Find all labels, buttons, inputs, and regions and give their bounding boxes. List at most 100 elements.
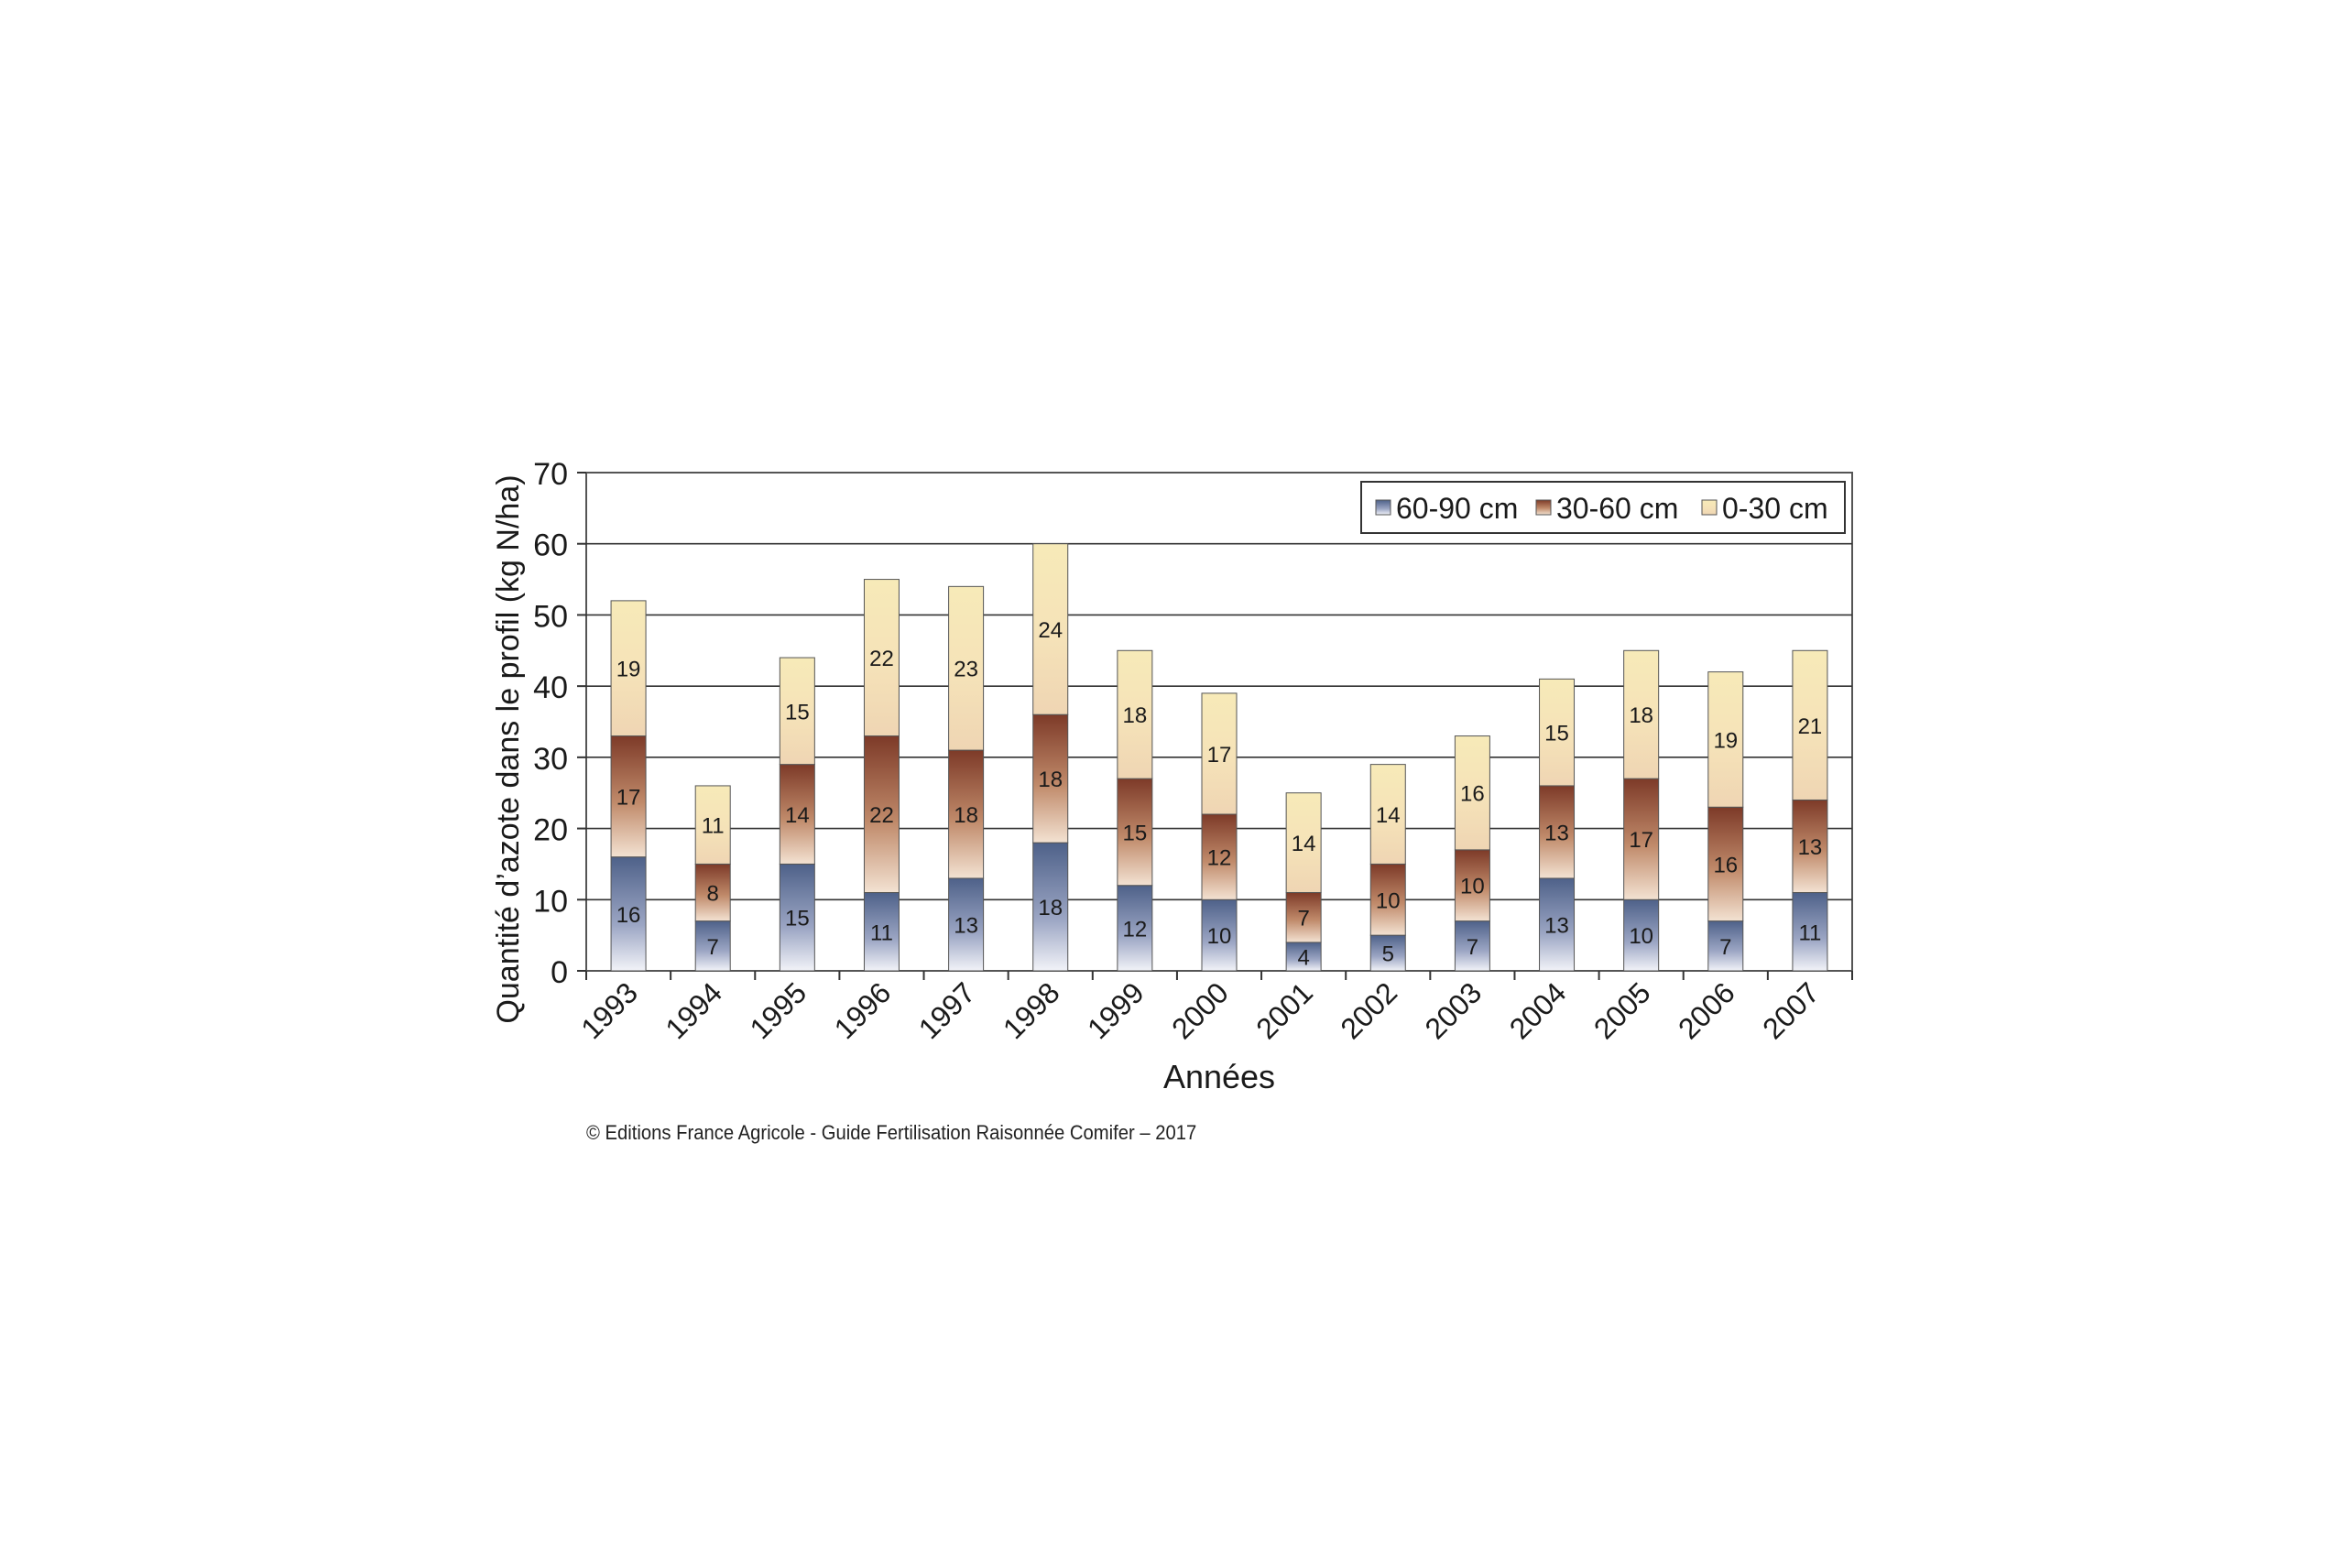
x-axis-title: Années [1163, 1058, 1275, 1095]
bar-segment [610, 600, 647, 737]
bar-value-label: 17 [1207, 743, 1232, 768]
bar-value-label: 19 [1713, 728, 1738, 753]
bar-segment [1707, 806, 1744, 922]
bar-value-label: 16 [616, 903, 641, 928]
bar-value-label: 23 [954, 658, 978, 682]
bar-segment [1792, 892, 1828, 972]
y-tick-label: 20 [533, 813, 568, 848]
bar-value-label: 11 [870, 920, 893, 945]
bar-value-label: 22 [869, 803, 894, 828]
bar-segment [1285, 942, 1322, 972]
bar-value-label: 18 [1038, 768, 1063, 792]
bar-segment [863, 579, 900, 737]
bar-value-label: 8 [707, 882, 719, 907]
bar-segment [1117, 649, 1153, 779]
bar-value-label: 11 [1798, 920, 1821, 945]
y-tick-label: 10 [533, 884, 568, 919]
bar-value-label: 10 [1376, 888, 1401, 913]
bar-segment [1032, 713, 1069, 844]
bar-segment [1369, 764, 1406, 865]
x-tick-label: 2003 [1419, 975, 1489, 1045]
bar-value-label: 15 [785, 907, 810, 931]
x-tick-label: 1995 [743, 975, 813, 1045]
bar-segment [1032, 842, 1069, 972]
bar-value-label: 14 [1376, 803, 1401, 828]
bar-segment [1201, 692, 1238, 815]
bar-value-label: 14 [1292, 832, 1316, 856]
bar-value-label: 13 [1544, 913, 1569, 938]
bar-segment [610, 735, 647, 858]
bar-segment [779, 657, 815, 766]
bar-segment [779, 764, 815, 865]
bar-value-label: 4 [1297, 945, 1309, 970]
bar-value-label: 5 [1382, 942, 1394, 967]
y-tick-label: 40 [533, 670, 568, 705]
x-tick-label: 2001 [1249, 975, 1319, 1045]
bar-value-label: 17 [1629, 828, 1653, 853]
y-tick-label: 30 [533, 742, 568, 777]
x-tick-label: 1998 [997, 975, 1066, 1045]
legend-label: 30-60 cm [1556, 492, 1678, 525]
y-axis-title: Quantité d’azote dans le profil (kg N/ha… [491, 474, 526, 1023]
legend-label: 60-90 cm [1396, 492, 1518, 525]
bar-value-label: 22 [869, 647, 894, 671]
bar-value-label: 19 [616, 658, 641, 682]
bar-value-label: 16 [1713, 853, 1738, 877]
y-tick-label: 0 [551, 955, 568, 990]
x-tick-label: 1997 [912, 975, 982, 1045]
bar-segment [1623, 778, 1660, 900]
bar-value-label: 7 [1467, 935, 1478, 960]
bar-segment [1117, 885, 1153, 972]
bar-segment [694, 863, 731, 922]
bar-value-label: 18 [1123, 703, 1148, 728]
x-tick-label: 2002 [1334, 975, 1403, 1045]
bar-segment [779, 863, 815, 972]
x-tick-label: 2004 [1503, 975, 1573, 1045]
legend-swatch [1375, 499, 1391, 516]
copyright-credit: © Editions France Agricole - Guide Ferti… [586, 1121, 1197, 1144]
bar-segment [1454, 849, 1490, 922]
bar-segment [948, 749, 985, 879]
bar-segment [863, 735, 900, 894]
bar-value-label: 24 [1038, 618, 1063, 643]
bar-value-label: 7 [1719, 935, 1731, 960]
bar-segment [1707, 671, 1744, 808]
bar-value-label: 13 [1544, 821, 1569, 845]
x-tick-label: 2000 [1165, 975, 1235, 1045]
bar-value-label: 7 [1297, 907, 1309, 931]
legend-label: 0-30 cm [1722, 492, 1828, 525]
bar-segment [1369, 934, 1406, 972]
bar-segment [694, 920, 731, 972]
bar-segment [694, 785, 731, 865]
bar-value-label: 13 [1798, 835, 1823, 860]
bar-segment [1285, 792, 1322, 894]
x-tick-label: 2005 [1587, 975, 1657, 1045]
bar-segment [1539, 678, 1576, 787]
bar-value-label: 12 [1207, 846, 1232, 871]
bar-value-label: 15 [785, 700, 810, 724]
bar-value-label: 17 [616, 786, 641, 811]
legend-swatch [1701, 499, 1718, 516]
bar-value-label: 7 [707, 935, 719, 960]
x-tick-label: 1999 [1081, 975, 1151, 1045]
x-tick-label: 1994 [659, 975, 728, 1045]
y-tick-label: 70 [533, 457, 568, 492]
bar-value-label: 11 [702, 814, 725, 839]
y-tick-label: 50 [533, 599, 568, 634]
legend-box [1360, 481, 1846, 534]
y-tick-label: 60 [533, 528, 568, 563]
x-tick-label: 2006 [1672, 975, 1741, 1045]
x-tick-label: 1996 [828, 975, 898, 1045]
bar-value-label: 14 [785, 803, 810, 828]
bar-value-label: 18 [1038, 896, 1063, 920]
bar-value-label: 13 [954, 913, 978, 938]
bar-value-label: 16 [1460, 782, 1485, 807]
bar-value-label: 10 [1460, 875, 1485, 899]
bar-value-label: 15 [1544, 722, 1569, 746]
bar-segment [948, 877, 985, 972]
bar-value-label: 18 [1629, 703, 1653, 728]
bar-value-label: 10 [1207, 924, 1232, 949]
bar-segment [1454, 735, 1490, 851]
x-tick-label: 1993 [574, 975, 644, 1045]
